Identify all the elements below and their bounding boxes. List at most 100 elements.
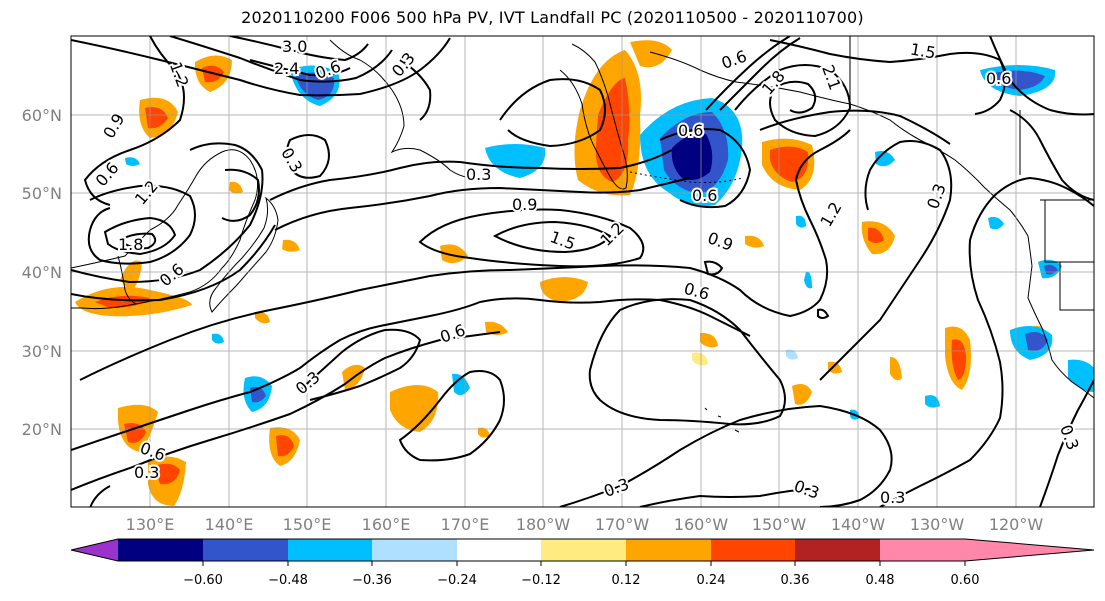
pv-contour <box>719 37 801 111</box>
pv-contour <box>118 232 157 250</box>
negative-anomaly-patch <box>1025 332 1048 351</box>
pv-contour <box>103 216 177 256</box>
contour-label: 1.8 <box>118 235 143 254</box>
colorbar-tick-label: 0.24 <box>697 573 726 588</box>
pv-contour <box>819 140 953 381</box>
negative-anomaly-patch <box>804 271 812 289</box>
pv-contour <box>269 149 673 201</box>
pv-contour <box>299 328 422 401</box>
pv-contour <box>79 129 851 381</box>
colorbar-tick-label: 0.60 <box>951 573 980 588</box>
pv-contour <box>71 224 276 302</box>
colorbar-segment <box>880 539 965 561</box>
colorbar-tick-label: 0.12 <box>612 573 641 588</box>
contour-label: 0.3 <box>880 488 905 507</box>
negative-anomaly-patch <box>125 157 140 166</box>
longitude-label: 140°E <box>205 515 254 534</box>
positive-anomaly-patch <box>951 339 966 380</box>
contour-label: 0.6 <box>692 186 717 205</box>
negative-anomaly-patch <box>671 133 713 180</box>
siberia-coastline <box>329 39 476 179</box>
colorbar-tick-label: −0.60 <box>183 573 223 588</box>
pv-contour <box>499 78 606 148</box>
negative-anomaly-patch <box>875 151 895 167</box>
pv-contour <box>703 260 724 276</box>
longitude-label: 140°W <box>831 515 886 534</box>
kamchatka-coastline <box>559 43 628 190</box>
pv-contour <box>639 487 821 507</box>
pv-contour <box>559 404 893 507</box>
positive-anomaly-patch <box>282 239 300 252</box>
positive-anomaly-patch <box>540 277 588 302</box>
colorbar-segment <box>372 539 457 561</box>
japan-coastline <box>209 196 279 313</box>
colorbar-segment <box>711 539 795 561</box>
colorbar-tick-label: 0.36 <box>781 573 810 588</box>
positive-anomaly-patch <box>792 384 812 405</box>
positive-anomaly-patch <box>440 244 468 264</box>
coastlines <box>71 36 1094 433</box>
contour-label: 0.3 <box>466 165 491 184</box>
positive-anomaly-patch <box>124 423 146 443</box>
positive-anomaly-patch <box>229 181 243 194</box>
colorbar-tick-label: 0.48 <box>866 573 895 588</box>
colorbar: −0.60 −0.48 −0.36 −0.24 −0.12 0.12 0.24 … <box>70 538 1095 588</box>
pv-contour <box>418 208 645 268</box>
positive-anomaly-patch <box>154 463 180 485</box>
colorbar-segment <box>118 539 203 561</box>
longitude-label: 170°E <box>441 515 490 534</box>
pv-contour <box>89 485 111 507</box>
colorbar-tick-label: −0.36 <box>352 573 392 588</box>
negative-anomaly-patch <box>786 349 798 360</box>
longitude-label: 120°W <box>989 515 1044 534</box>
pv-contour <box>274 177 691 231</box>
colorbar-segment <box>541 539 626 561</box>
pv-contour <box>71 142 264 284</box>
alaska-coastline <box>735 81 1029 237</box>
pv-contour <box>759 109 951 145</box>
contour-label: 2.4 <box>274 59 299 78</box>
colorbar-extend-high <box>965 539 1094 561</box>
pv-contours <box>71 36 1094 507</box>
pv-contour <box>1009 109 1094 201</box>
colorbar-segment <box>626 539 711 561</box>
map-title: 2020110200 F006 500 hPa PV, IVT Landfall… <box>241 8 864 27</box>
map-frame <box>70 35 1095 508</box>
positive-anomaly-patch <box>630 40 672 68</box>
pv-contour <box>87 184 196 265</box>
colorbar-segment <box>795 539 880 561</box>
positive-anomaly-patch <box>745 235 764 248</box>
bering-coastline <box>649 51 737 83</box>
pv-contour <box>229 36 369 62</box>
contour-label: 0.6 <box>986 69 1011 88</box>
pv-contour <box>1039 379 1094 507</box>
latitude-label: 40°N <box>22 263 62 282</box>
latitude-label: 20°N <box>22 420 62 439</box>
pv-contour <box>492 220 612 254</box>
province-border <box>1044 200 1094 263</box>
shading-layer <box>75 40 1094 506</box>
positive-anomaly-patch <box>692 352 708 366</box>
longitude-label: 180°W <box>516 515 571 534</box>
colorbar-ticks <box>202 561 966 566</box>
pv-contour <box>817 308 830 319</box>
longitude-label: 170°W <box>595 515 650 534</box>
pv-contour <box>734 64 852 138</box>
pv-contour <box>169 36 393 83</box>
contour-label: 0.9 <box>512 195 537 214</box>
negative-anomaly-patch <box>988 216 1004 230</box>
pv-contour <box>879 176 1094 507</box>
pv-contour <box>398 370 505 462</box>
pv-contour <box>705 36 791 111</box>
colorbar-outline <box>70 538 1095 562</box>
negative-anomaly-patch <box>296 72 335 100</box>
longitude-label: 150°W <box>752 515 807 534</box>
latitude-label: 50°N <box>22 184 62 203</box>
positive-anomaly-patch <box>485 321 508 335</box>
positive-anomaly-patch <box>255 311 270 324</box>
negative-anomaly-patch <box>485 144 546 178</box>
positive-anomaly-patch <box>868 227 884 243</box>
pv-contour <box>83 36 185 206</box>
contour-label: 0.3 <box>134 463 159 482</box>
